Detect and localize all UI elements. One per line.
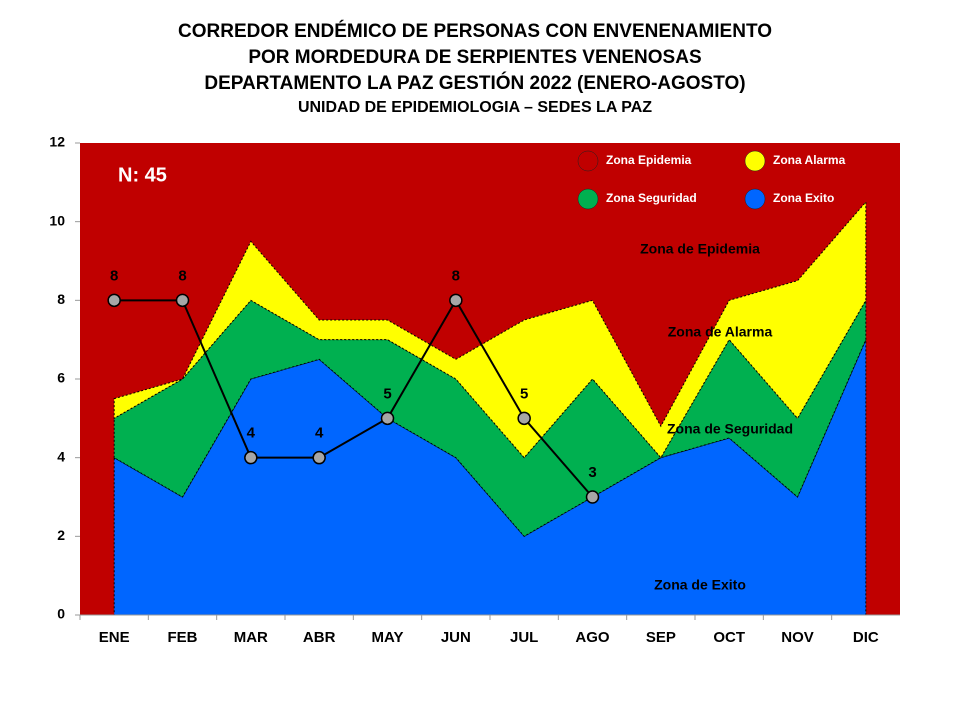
legend-label: Zona Alarma xyxy=(773,153,846,167)
chart-subtitle: UNIDAD DE EPIDEMIOLOGIA – SEDES LA PAZ xyxy=(298,99,652,116)
x-tick-label: OCT xyxy=(713,629,745,646)
legend-marker xyxy=(577,150,599,172)
annotation: Zona de Epidemia xyxy=(640,241,760,257)
legend-label: Zona Epidemia xyxy=(606,153,692,167)
data-label: 8 xyxy=(178,267,186,284)
data-label: 5 xyxy=(520,385,528,402)
x-tick-label: FEB xyxy=(168,629,198,646)
legend-label: Zona Seguridad xyxy=(606,191,697,205)
annotation: Zona de Alarma xyxy=(668,324,773,340)
x-tick-label: ENE xyxy=(99,629,130,646)
cases-line xyxy=(114,298,594,498)
x-tick-label: MAR xyxy=(234,629,268,646)
annotation: Zona de Exito xyxy=(654,577,746,593)
y-tick-label: 8 xyxy=(57,291,65,307)
data-label: 4 xyxy=(315,425,324,442)
case-point xyxy=(244,450,258,465)
data-label: 3 xyxy=(588,464,596,481)
annotation: Zona de Seguridad xyxy=(667,421,793,437)
y-tick-label: 2 xyxy=(57,527,65,543)
zone-area xyxy=(113,200,867,459)
x-tick-label: DIC xyxy=(853,629,879,646)
chart-title: POR MORDEDURA DE SERPIENTES VENENOSAS xyxy=(248,47,701,68)
data-label: 4 xyxy=(247,425,256,442)
case-point xyxy=(175,293,190,308)
case-point xyxy=(107,293,121,308)
legend-label: Zona Exito xyxy=(773,191,834,205)
data-label: 8 xyxy=(110,267,118,284)
data-label: 5 xyxy=(383,385,391,402)
case-point xyxy=(585,490,600,504)
x-tick-label: AGO xyxy=(575,629,610,646)
case-point xyxy=(380,411,395,426)
x-tick-label: MAY xyxy=(372,629,404,646)
x-tick-label: JUN xyxy=(441,629,471,646)
x-tick-label: ABR xyxy=(303,629,336,646)
y-tick-label: 0 xyxy=(57,606,65,622)
case-point xyxy=(312,450,326,465)
y-tick-label: 10 xyxy=(49,212,65,228)
legend-marker xyxy=(577,188,599,210)
chart-title: CORREDOR ENDÉMICO DE PERSONAS CON ENVENE… xyxy=(178,20,772,42)
x-tick-label: NOV xyxy=(781,629,814,646)
legend-marker xyxy=(744,188,766,210)
legend-marker xyxy=(744,150,766,172)
data-label: 8 xyxy=(452,267,460,284)
zone-area xyxy=(113,298,867,537)
y-tick-label: 12 xyxy=(49,134,65,150)
x-tick-label: SEP xyxy=(646,629,676,646)
annotation: N: 45 xyxy=(118,164,167,186)
chart-title: DEPARTAMENTO LA PAZ GESTIÓN 2022 (ENERO-… xyxy=(204,72,745,94)
y-tick-label: 6 xyxy=(57,370,65,386)
x-tick-label: JUL xyxy=(510,629,538,646)
case-point xyxy=(449,293,463,308)
case-point xyxy=(517,411,531,426)
y-tick-label: 4 xyxy=(57,448,65,464)
